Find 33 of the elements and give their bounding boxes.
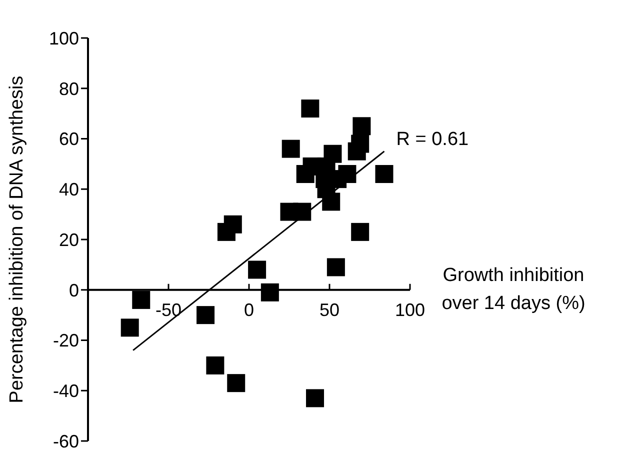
x-axis-title: Growth inhibition over 14 days (%) bbox=[440, 264, 586, 316]
point bbox=[260, 283, 279, 302]
point bbox=[352, 117, 371, 136]
point bbox=[196, 306, 215, 324]
point bbox=[227, 374, 246, 392]
point bbox=[282, 140, 300, 158]
y-tick-label: -60 bbox=[52, 431, 79, 450]
point bbox=[348, 142, 366, 160]
y-tick-label: 80 bbox=[58, 78, 79, 99]
point bbox=[120, 318, 139, 337]
x-tick-label: -50 bbox=[155, 300, 182, 320]
y-tick-label: 20 bbox=[58, 230, 79, 250]
point bbox=[326, 258, 345, 276]
x-tick-label: 0 bbox=[244, 300, 254, 320]
y-tick-label: 40 bbox=[58, 180, 79, 200]
point bbox=[351, 222, 370, 241]
y-tick-label: -20 bbox=[52, 330, 79, 351]
point bbox=[375, 165, 394, 184]
point bbox=[301, 100, 320, 118]
y-axis-title: Percentage inhibition of DNA synthesis bbox=[6, 76, 28, 404]
y-tick-label: 60 bbox=[58, 129, 79, 150]
point bbox=[206, 356, 224, 374]
annotation: R = 0.61 bbox=[396, 129, 469, 152]
point bbox=[132, 290, 150, 309]
point bbox=[248, 260, 266, 279]
x-tick-label: 100 bbox=[394, 300, 426, 320]
y-tick-label: 0 bbox=[68, 280, 79, 300]
point bbox=[293, 202, 312, 221]
x-tick-label: 50 bbox=[319, 300, 340, 320]
y-tick-label: -40 bbox=[52, 381, 79, 402]
point bbox=[306, 389, 324, 408]
point bbox=[322, 192, 340, 211]
y-tick-label: 100 bbox=[48, 28, 79, 48]
